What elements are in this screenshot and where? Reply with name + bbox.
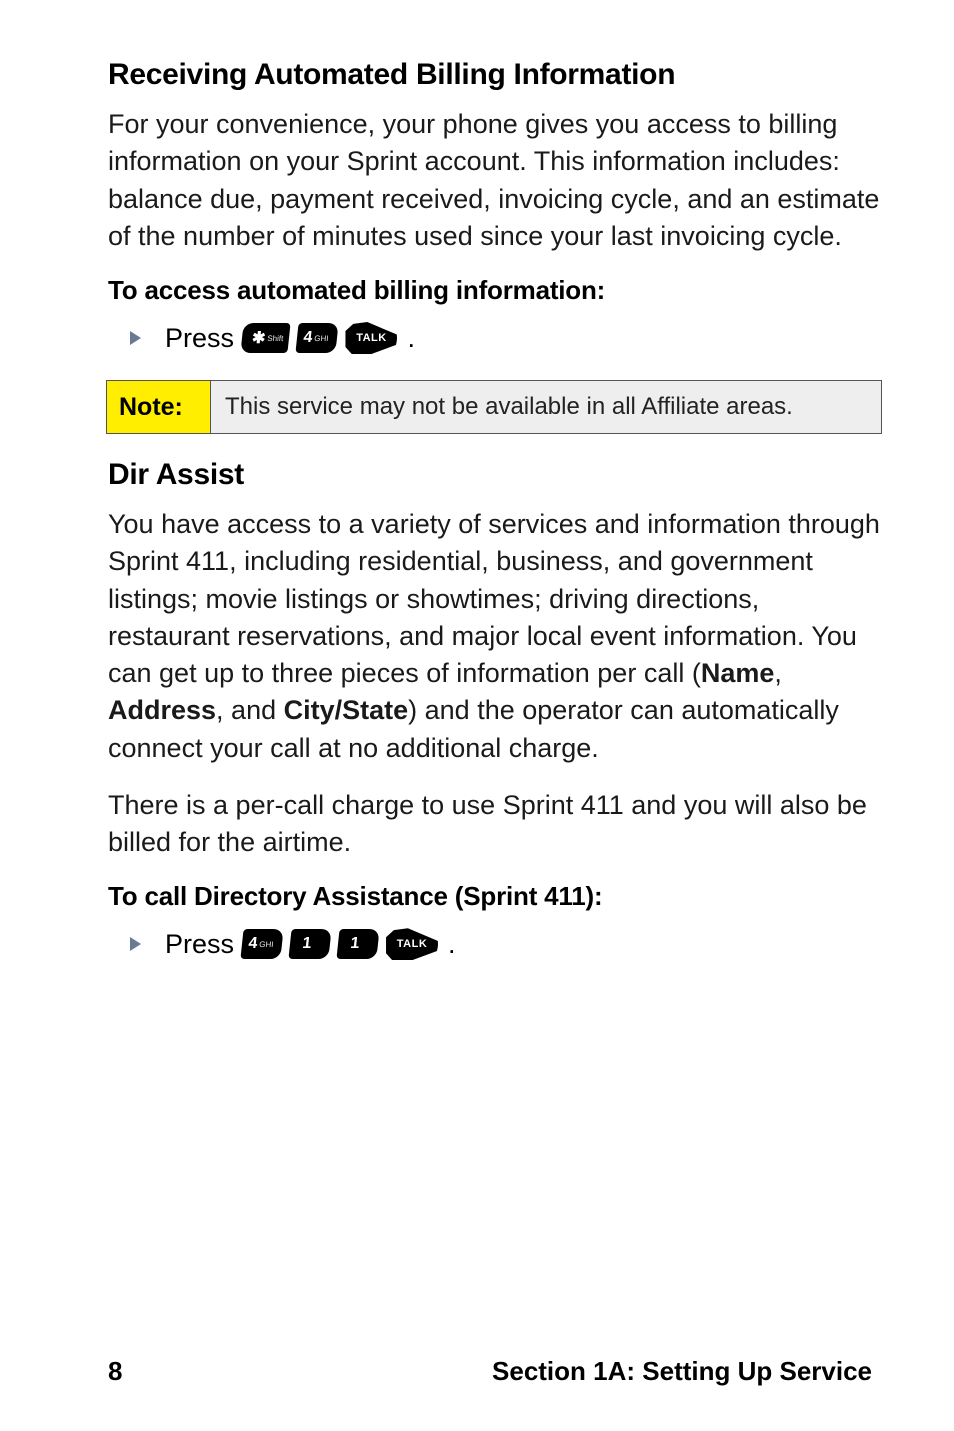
four-key-icon: 4GHI (296, 323, 339, 353)
one-key-icon: 1 (336, 929, 379, 959)
star-key-icon: ✱Shift (240, 323, 291, 353)
note-box: Note: This service may not be available … (106, 380, 882, 434)
bullet-icon (130, 937, 141, 951)
four-key-sub: GHI (259, 940, 274, 949)
bullet-icon (130, 331, 141, 345)
instruction-call-411: To call Directory Assistance (Sprint 411… (108, 881, 884, 912)
one-key-sub (361, 940, 364, 949)
star-key-glyph: ✱ (251, 328, 267, 348)
one-key-glyph: 1 (350, 935, 361, 953)
talk-key-icon: TALK (386, 928, 438, 960)
press-sequence-411: Press 4GHI 1 1 TALK . (130, 928, 884, 960)
key-sequence: 4GHI 1 1 TALK (242, 928, 438, 960)
four-key-sub: GHI (314, 334, 329, 343)
section-label: Section 1A: Setting Up Service (492, 1356, 872, 1387)
heading-dir-assist: Dir Assist (108, 458, 884, 492)
bold-address: Address (108, 695, 216, 725)
bold-name: Name (701, 658, 775, 688)
four-key-glyph: 4 (303, 329, 314, 347)
page-footer: 8 Section 1A: Setting Up Service (0, 1356, 954, 1387)
paragraph-dir-assist: You have access to a variety of services… (108, 506, 884, 767)
paragraph-billing-intro: For your convenience, your phone gives y… (108, 106, 884, 255)
press-period: . (407, 323, 415, 354)
page-number: 8 (108, 1356, 122, 1387)
note-text: This service may not be available in all… (211, 381, 881, 433)
sep-2: , and (216, 695, 284, 725)
four-key-icon: 4GHI (240, 929, 283, 959)
press-label: Press (165, 929, 234, 960)
bold-citystate: City/State (284, 695, 409, 725)
instruction-access-billing: To access automated billing information: (108, 275, 884, 306)
star-key-sub: Shift (267, 334, 284, 343)
paragraph-dir-assist-charge: There is a per-call charge to use Sprint… (108, 787, 884, 862)
one-key-icon: 1 (288, 929, 331, 959)
four-key-glyph: 4 (248, 935, 259, 953)
one-key-glyph: 1 (302, 935, 313, 953)
press-label: Press (165, 323, 234, 354)
one-key-sub (313, 940, 316, 949)
press-sequence-billing: Press ✱Shift 4GHI TALK . (130, 322, 884, 354)
note-label: Note: (107, 381, 211, 433)
heading-receiving-billing: Receiving Automated Billing Information (108, 58, 884, 92)
press-period: . (448, 929, 456, 960)
talk-key-icon: TALK (345, 322, 397, 354)
sep-1: , (774, 658, 782, 688)
key-sequence: ✱Shift 4GHI TALK (242, 322, 397, 354)
